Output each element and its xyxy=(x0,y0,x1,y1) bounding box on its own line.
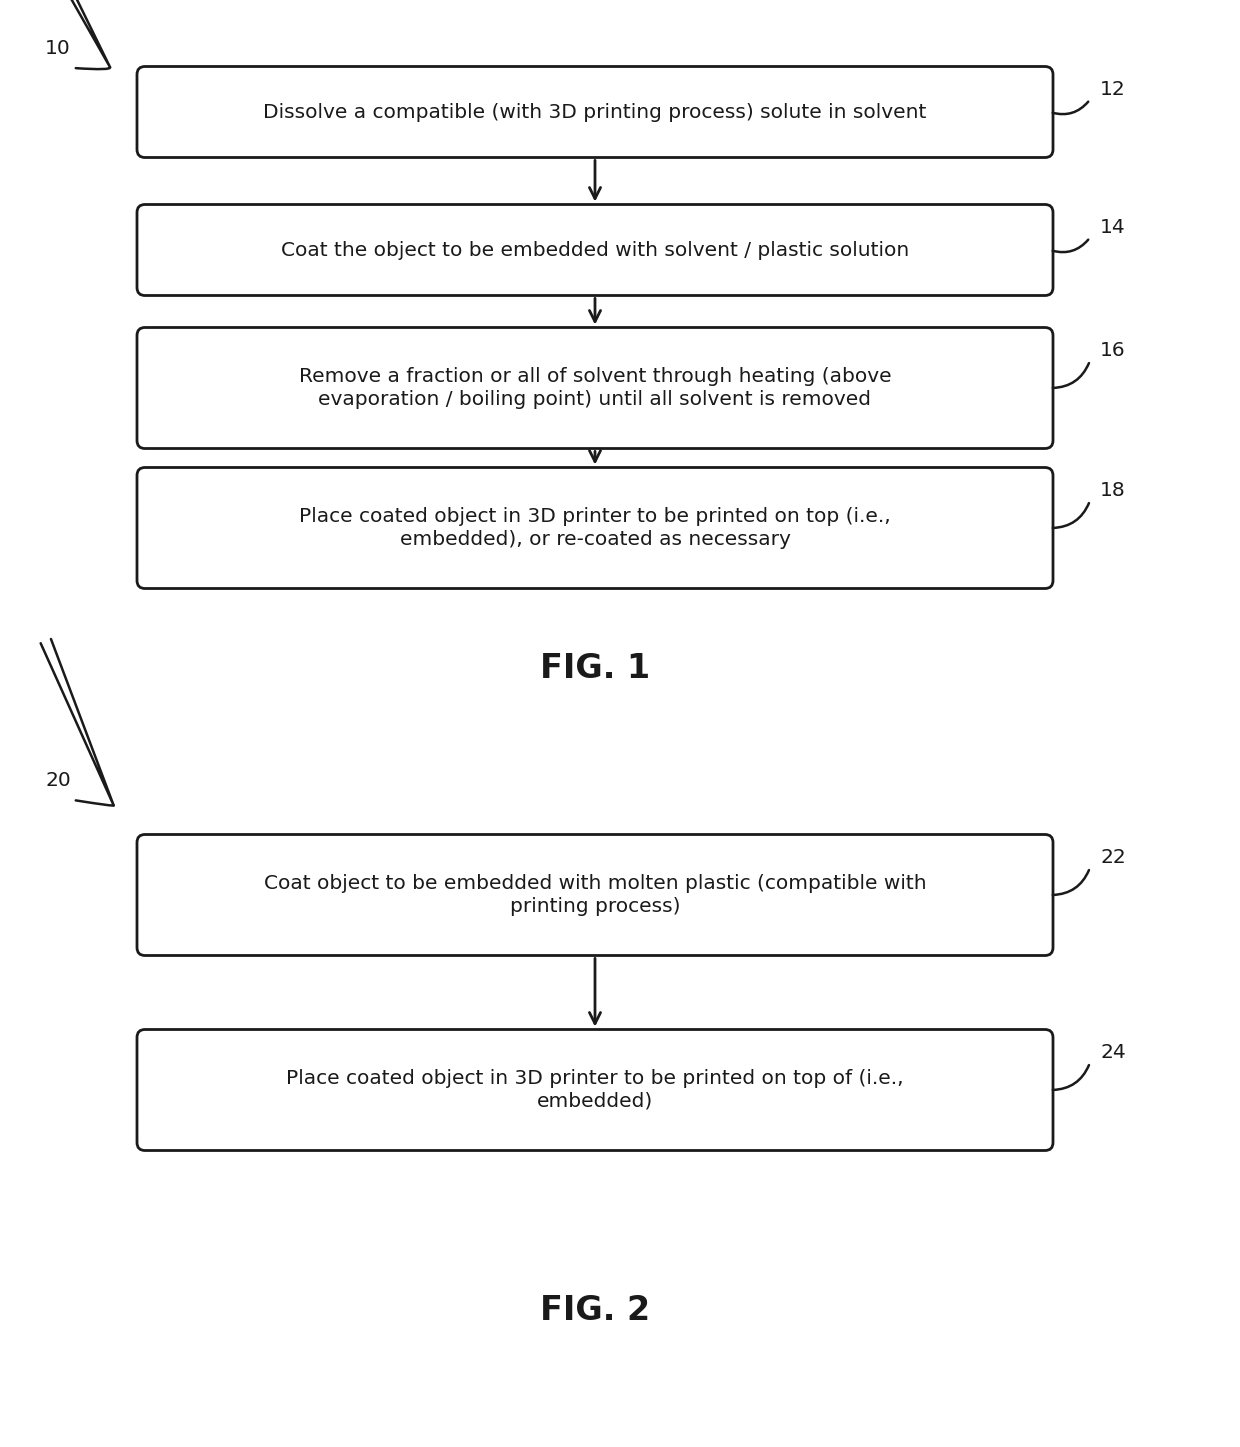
Text: Place coated object in 3D printer to be printed on top of (i.e.,: Place coated object in 3D printer to be … xyxy=(286,1069,904,1088)
Text: 20: 20 xyxy=(45,770,71,790)
Text: Coat the object to be embedded with solvent / plastic solution: Coat the object to be embedded with solv… xyxy=(281,240,909,259)
Text: 16: 16 xyxy=(1100,341,1126,360)
Text: printing process): printing process) xyxy=(510,897,681,916)
Text: 14: 14 xyxy=(1100,218,1126,237)
FancyBboxPatch shape xyxy=(136,467,1053,589)
Text: 12: 12 xyxy=(1100,80,1126,98)
Text: FIG. 2: FIG. 2 xyxy=(539,1294,650,1327)
Text: evaporation / boiling point) until all solvent is removed: evaporation / boiling point) until all s… xyxy=(319,389,872,408)
FancyBboxPatch shape xyxy=(136,1029,1053,1150)
Text: 22: 22 xyxy=(1100,848,1126,867)
FancyBboxPatch shape xyxy=(136,327,1053,449)
Text: Place coated object in 3D printer to be printed on top (i.e.,: Place coated object in 3D printer to be … xyxy=(299,508,890,527)
FancyBboxPatch shape xyxy=(136,67,1053,158)
Text: Remove a fraction or all of solvent through heating (above: Remove a fraction or all of solvent thro… xyxy=(299,368,892,386)
Text: 24: 24 xyxy=(1100,1043,1126,1062)
Text: embedded): embedded) xyxy=(537,1091,653,1111)
Text: 18: 18 xyxy=(1100,480,1126,501)
Text: 10: 10 xyxy=(45,39,71,58)
FancyBboxPatch shape xyxy=(136,835,1053,955)
Text: FIG. 1: FIG. 1 xyxy=(539,651,650,684)
Text: embedded), or re-coated as necessary: embedded), or re-coated as necessary xyxy=(399,530,790,548)
Text: Dissolve a compatible (with 3D printing process) solute in solvent: Dissolve a compatible (with 3D printing … xyxy=(263,103,926,122)
Text: Coat object to be embedded with molten plastic (compatible with: Coat object to be embedded with molten p… xyxy=(264,874,926,893)
FancyBboxPatch shape xyxy=(136,204,1053,295)
